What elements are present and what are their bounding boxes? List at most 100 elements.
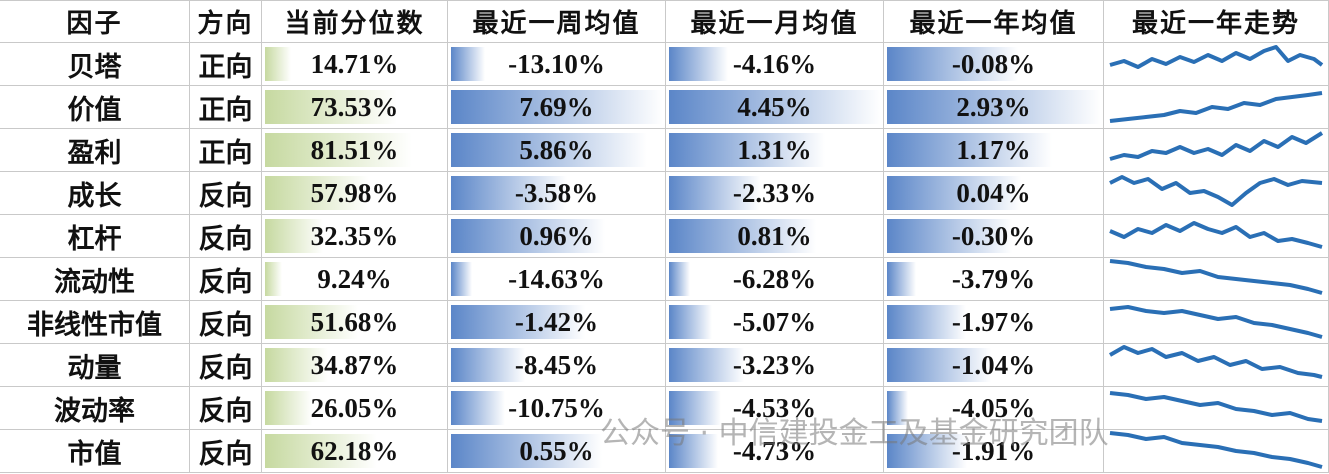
cell: 流动性 — [0, 258, 190, 301]
data-bar — [669, 305, 712, 339]
cell: -3.58% — [448, 172, 666, 215]
cell-text: -4.53% — [732, 392, 817, 423]
cell: 9.24% — [262, 258, 448, 301]
cell-text: 流动性 — [54, 266, 135, 297]
cell: -3.79% — [884, 258, 1104, 301]
data-bar — [451, 219, 606, 253]
cell-text: 因子 — [66, 9, 123, 38]
cell-text: 34.87% — [310, 349, 399, 380]
cell-text: -3.58% — [514, 177, 599, 208]
cell: -3.23% — [666, 344, 884, 387]
cell: 反向 — [190, 344, 262, 387]
cell-text: -3.79% — [951, 263, 1036, 294]
cell-text: -8.45% — [514, 349, 599, 380]
data-bar — [887, 348, 992, 382]
cell: -13.10% — [448, 43, 666, 86]
data-bar — [265, 434, 377, 468]
cell-text: 5.86% — [519, 134, 594, 165]
cell-text: 最近一月均值 — [690, 9, 859, 38]
data-bar — [451, 348, 526, 382]
cell-text: 1.17% — [956, 134, 1031, 165]
cell-text: 7.69% — [519, 91, 594, 122]
cell: -6.28% — [666, 258, 884, 301]
cell: -8.45% — [448, 344, 666, 387]
cell: -1.91% — [884, 430, 1104, 473]
cell: 动量 — [0, 344, 190, 387]
cell-text: -4.16% — [732, 48, 817, 79]
cell-text: 贝塔 — [67, 51, 122, 82]
data-bar — [887, 133, 1053, 167]
data-bar — [451, 90, 663, 124]
cell-text: 杠杆 — [67, 223, 122, 254]
cell: -4.73% — [666, 430, 884, 473]
cell-text: 73.53% — [310, 91, 399, 122]
data-bar — [887, 434, 968, 468]
data-bar — [669, 262, 691, 296]
cell-text: 反向 — [198, 438, 253, 469]
data-bar — [887, 219, 1012, 253]
cell: 盈利 — [0, 129, 190, 172]
cell-text: 当前分位数 — [284, 9, 425, 38]
sparklines — [1109, 45, 1324, 469]
data-bar — [887, 262, 916, 296]
sparkline — [1109, 431, 1323, 469]
data-bar — [265, 348, 328, 382]
cell: 1.17% — [884, 129, 1104, 172]
cell-text: 57.98% — [310, 177, 399, 208]
cell: 反向 — [190, 301, 262, 344]
cell-text: -4.05% — [951, 392, 1036, 423]
cell: -5.07% — [666, 301, 884, 344]
cell-text: 盈利 — [67, 137, 122, 168]
cell-text: -14.63% — [508, 263, 605, 294]
cell: 反向 — [190, 258, 262, 301]
data-bar — [669, 348, 745, 382]
cell-text: -1.04% — [951, 349, 1036, 380]
cell: -2.33% — [666, 172, 884, 215]
cell-text: -1.97% — [951, 306, 1036, 337]
data-bar — [451, 305, 586, 339]
cell: 0.96% — [448, 215, 666, 258]
cell-text: 62.18% — [310, 435, 399, 466]
cell-text: 0.04% — [956, 177, 1031, 208]
sparkline — [1109, 45, 1324, 69]
cell-text: 26.05% — [310, 392, 399, 423]
header-cell: 因子 — [0, 0, 190, 43]
data-bar — [669, 133, 826, 167]
cell: -1.97% — [884, 301, 1104, 344]
cell: 贝塔 — [0, 43, 190, 86]
sparkline — [1109, 259, 1323, 295]
cell: 34.87% — [262, 344, 448, 387]
cell-text: -3.23% — [732, 349, 817, 380]
cell: 0.81% — [666, 215, 884, 258]
cell-text: 4.45% — [737, 91, 812, 122]
data-bar — [669, 47, 728, 81]
cell: 价值 — [0, 86, 190, 129]
cell: 成长 — [0, 172, 190, 215]
cell: 非线性市值 — [0, 301, 190, 344]
cell-text: 81.51% — [310, 134, 399, 165]
cell-text: 动量 — [67, 352, 122, 383]
cell: -1.04% — [884, 344, 1104, 387]
cell: 81.51% — [262, 129, 448, 172]
header-cell: 最近一年走势 — [1104, 0, 1329, 43]
cell: 正向 — [190, 86, 262, 129]
cell: 反向 — [190, 172, 262, 215]
cell-text: 反向 — [198, 352, 253, 383]
cell-text: 32.35% — [310, 220, 399, 251]
cell-text: 方向 — [197, 9, 254, 38]
cell: 57.98% — [262, 172, 448, 215]
cell-text: 2.93% — [956, 91, 1031, 122]
cell: 反向 — [190, 215, 262, 258]
cell: 5.86% — [448, 129, 666, 172]
data-bar — [887, 90, 1101, 124]
cell: 波动率 — [0, 387, 190, 430]
cell: 正向 — [190, 43, 262, 86]
cell-text: 正向 — [198, 137, 253, 168]
sparkline — [1109, 305, 1323, 339]
data-bar — [451, 434, 602, 468]
cell: 1.31% — [666, 129, 884, 172]
cell-text: 价值 — [67, 94, 122, 125]
cell: -10.75% — [448, 387, 666, 430]
sparkline — [1109, 221, 1323, 249]
cell: 14.71% — [262, 43, 448, 86]
